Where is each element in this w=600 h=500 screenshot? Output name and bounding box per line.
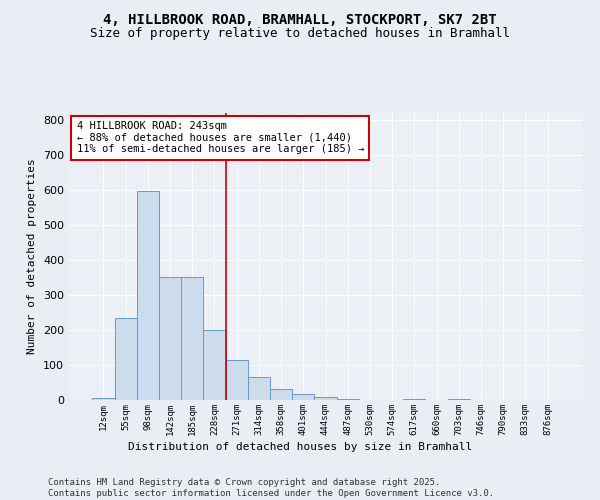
Bar [159, 278, 181, 400]
Bar [248, 377, 270, 400]
Text: Contains HM Land Registry data © Crown copyright and database right 2025.
Contai: Contains HM Land Registry data © Crown c… [48, 478, 494, 498]
Text: Distribution of detached houses by size in Bramhall: Distribution of detached houses by size … [128, 442, 472, 452]
Text: Size of property relative to detached houses in Bramhall: Size of property relative to detached ho… [90, 28, 510, 40]
Bar [226, 360, 248, 400]
Bar [137, 192, 159, 400]
Bar [115, 318, 137, 400]
Y-axis label: Number of detached properties: Number of detached properties [28, 158, 37, 354]
Bar [181, 278, 203, 400]
Bar [292, 394, 314, 400]
Bar [270, 390, 292, 400]
Text: 4, HILLBROOK ROAD, BRAMHALL, STOCKPORT, SK7 2BT: 4, HILLBROOK ROAD, BRAMHALL, STOCKPORT, … [103, 12, 497, 26]
Text: 4 HILLBROOK ROAD: 243sqm
← 88% of detached houses are smaller (1,440)
11% of sem: 4 HILLBROOK ROAD: 243sqm ← 88% of detach… [77, 121, 364, 154]
Bar [314, 397, 337, 400]
Bar [203, 330, 226, 400]
Bar [92, 398, 115, 400]
